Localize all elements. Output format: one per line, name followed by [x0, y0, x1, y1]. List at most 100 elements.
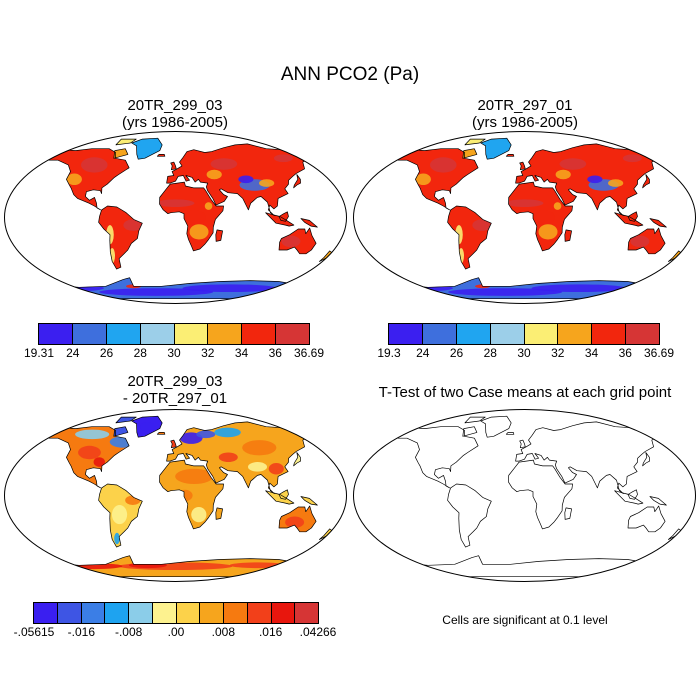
panel-2-title: 20TR_297_01 (yrs 1986-2005): [390, 97, 660, 131]
coastline-ellesmere: [115, 416, 137, 424]
coastline-iceland: [505, 154, 515, 157]
coastline-uk: [170, 161, 177, 171]
colorbar-cell: [106, 324, 141, 344]
colorbar-cell: [626, 324, 659, 344]
colorbar-tick-label: -.016: [67, 625, 96, 639]
land-fill-borneo: [279, 211, 289, 222]
field-patch: [429, 157, 457, 173]
field-patch: [189, 224, 209, 240]
field-patch: [191, 506, 207, 523]
coastline-japan: [293, 174, 301, 189]
land-fill-eurasia: [166, 421, 311, 494]
coastline-iceland: [156, 432, 166, 435]
panel-1-title-line2: (yrs 1986-2005): [122, 114, 228, 131]
panel-3-title-line2: - 20TR_297_01: [122, 390, 228, 407]
coastline-eurasia: [515, 421, 660, 494]
colorbar-cell: [242, 324, 277, 344]
colorbar-1-labels: 19.31 24 26 28 30 32 34 36 36.69: [24, 346, 324, 360]
field-patch: [587, 175, 603, 184]
colorbar-tick-label: 24: [66, 346, 80, 360]
field-patch: [248, 462, 268, 472]
coastline-madagascar: [215, 229, 223, 242]
significance-note: Cells are significant at 0.1 level: [442, 613, 608, 627]
field-patch: [78, 445, 101, 460]
coastline-africa: [159, 459, 224, 530]
land-fill-iceland: [506, 154, 514, 157]
land-fill-baffin: [462, 148, 477, 159]
colorbar-cell: [72, 324, 107, 344]
land-fill-iceland: [157, 432, 165, 435]
land-fill-indonesia: [614, 212, 643, 227]
field-patch: [75, 429, 110, 440]
colorbar-cell: [490, 324, 525, 344]
panel-3-title-line1: 20TR_299_03: [127, 373, 223, 390]
field-patch: [273, 154, 293, 163]
coastline-uk: [519, 161, 526, 171]
land-fill-greenland: [480, 138, 512, 160]
coastline-baffin: [462, 148, 478, 159]
coastline-southAmerica: [98, 483, 143, 548]
field-patch: [218, 452, 238, 463]
field-patch: [630, 235, 650, 248]
coastline-greenland: [480, 415, 512, 438]
colorbar-tick-label: 36: [268, 346, 282, 360]
colorbar-tick-label: 36.69: [643, 346, 675, 360]
field-patch: [196, 430, 216, 439]
coastline-japan: [293, 452, 301, 467]
colorbar-cell: [422, 324, 457, 344]
coastline-australia: [627, 227, 666, 255]
colorbar-cell: [140, 324, 175, 344]
colorbar-tick-label: 36.69: [293, 346, 325, 360]
coastline-japan: [642, 174, 650, 189]
colorbar-tick-label: 30: [167, 346, 181, 360]
field-patch: [66, 173, 82, 186]
colorbar-tick-label: 26: [449, 346, 464, 360]
field-patch: [214, 427, 241, 438]
colorbar-cell: [152, 603, 177, 623]
colorbar-cell: [389, 324, 423, 344]
colorbar-tick-label: -.05615: [13, 625, 55, 639]
field-patch: [210, 158, 238, 170]
coastline-eurasia: [166, 421, 311, 494]
colorbar-cell: [129, 603, 153, 623]
panel-3-title: 20TR_299_03 - 20TR_297_01: [40, 373, 310, 407]
field-patch: [415, 173, 431, 186]
field-patch: [80, 157, 108, 173]
colorbar-cell: [34, 603, 58, 623]
coastline-baffin: [462, 426, 478, 437]
colorbar-tick-label: 34: [234, 346, 249, 360]
coastline-borneo: [278, 211, 289, 222]
land-fill-indonesia: [265, 490, 294, 505]
coastline-greenland: [131, 137, 163, 160]
coastline-madagascar: [564, 229, 572, 242]
coastline-uk: [170, 439, 177, 449]
land-fill-newguinea: [300, 496, 318, 506]
field-patch: [285, 516, 305, 528]
colorbar-2: [388, 323, 660, 345]
coastline-japan: [642, 452, 650, 467]
field-patch: [242, 440, 277, 456]
coastline-northAmerica: [45, 426, 130, 489]
land-fill-ellesmere: [464, 139, 486, 145]
colorbar-tick-label: 32: [201, 346, 215, 360]
map-panel-3-difference: [4, 409, 347, 582]
field-patch: [281, 235, 301, 248]
colorbar-cell: [295, 603, 318, 623]
land-fill-japan: [293, 174, 301, 188]
land-fill-newguinea: [649, 218, 667, 228]
field-patch: [448, 288, 563, 296]
coastline-australia: [278, 505, 317, 533]
colorbar-cell: [271, 603, 296, 623]
colorbar-cell: [81, 603, 106, 623]
colorbar-tick-label: 24: [416, 346, 430, 360]
field-patch: [204, 202, 213, 210]
colorbar-3: [33, 602, 319, 624]
colorbar-cell: [174, 324, 209, 344]
coastline-greenland: [131, 415, 163, 438]
field-patch: [93, 457, 105, 467]
colorbar-tick-label: 28: [133, 346, 147, 360]
field-patch: [531, 284, 627, 293]
colorbar-cell: [57, 603, 82, 623]
colorbar-tick-label: 26: [99, 346, 114, 360]
panel-1-title-line1: 20TR_299_03: [127, 97, 223, 114]
